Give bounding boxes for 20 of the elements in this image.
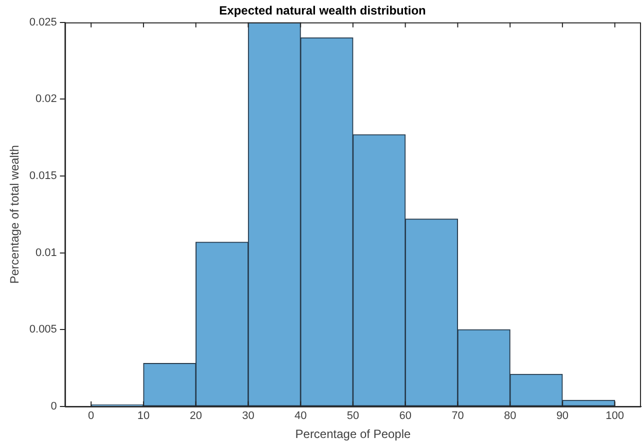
y-tick-label: 0 (50, 400, 57, 412)
x-tick-label: 50 (346, 410, 360, 422)
y-tick-label: 0.01 (36, 246, 57, 259)
x-tick-label: 10 (137, 410, 150, 422)
x-axis-title: Percentage of People (295, 427, 411, 442)
x-tick-label: 20 (190, 410, 202, 422)
y-tick-label: 0.025 (29, 16, 57, 28)
y-tick-label: 0.015 (29, 170, 57, 182)
chart-title: Expected natural wealth distribution (219, 4, 426, 18)
x-tick-label: 100 (606, 410, 624, 422)
x-tick-label: 80 (504, 410, 516, 422)
x-tick-label: 40 (294, 410, 307, 422)
y-axis-title: Percentage of total wealth (8, 145, 22, 284)
x-tick-label: 90 (556, 410, 569, 422)
x-tick-label: 0 (88, 410, 94, 422)
x-tick-label: 30 (242, 410, 254, 422)
x-tick-label: 60 (399, 410, 412, 422)
y-tick-label: 0.005 (29, 324, 57, 336)
y-tick-label: 0.02 (36, 93, 57, 106)
x-tick-label: 70 (452, 410, 464, 422)
